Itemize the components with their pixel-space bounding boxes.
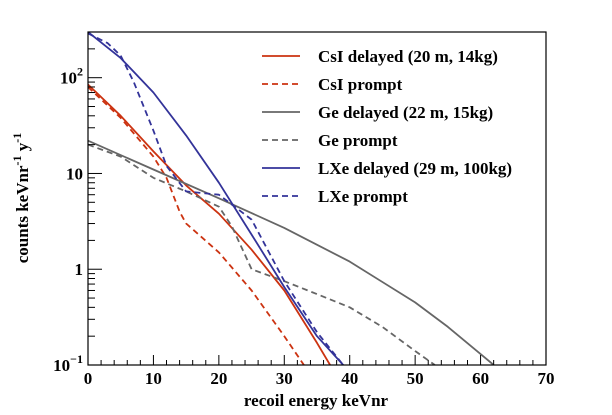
legend: CsI delayed (20 m, 14kg) CsI prompt Ge del… (262, 47, 512, 206)
y-axis-title: counts keVnr-1 y-1 (10, 133, 32, 264)
y-tick-label: 10−1 (53, 352, 83, 375)
x-tick-label: 60 (472, 369, 489, 388)
x-tick-label: 40 (341, 369, 358, 388)
y-tick-base: 10 (60, 69, 77, 88)
y-tick-exponent: −1 (70, 352, 83, 366)
y-tick-base: 1 (75, 260, 84, 279)
x-tick-label: 10 (145, 369, 162, 388)
y-axis-title-base: counts keVnr (13, 165, 32, 263)
plot-frame (87, 31, 547, 366)
x-tick-label: 30 (276, 369, 293, 388)
legend-label: Ge prompt (318, 131, 398, 150)
series-line-ge-delayed-22-m-15kg (88, 139, 495, 365)
legend-label: Ge delayed (22 m, 15kg) (318, 103, 493, 122)
series-line-lxe-delayed-29-m-100kg (88, 32, 344, 365)
y-tick-base: 10 (66, 164, 83, 183)
series-line-lxe-prompt (88, 32, 344, 365)
series-layer (88, 32, 495, 365)
y-tick-label: 1 (75, 260, 84, 279)
series-line-csi-delayed-20-m-14kg (88, 83, 331, 365)
series-line-ge-prompt (88, 143, 436, 365)
x-axis-title: recoil energy keVnr (244, 391, 389, 410)
y-tick-label: 10 (66, 164, 83, 183)
y-axis-title-mid: y (13, 142, 32, 155)
legend-label: CsI delayed (20 m, 14kg) (318, 47, 498, 66)
x-tick-label: 50 (407, 369, 424, 388)
series-line-csi-prompt (88, 86, 305, 365)
legend-label: CsI prompt (318, 75, 403, 94)
x-tick-label: 20 (210, 369, 227, 388)
x-tick-label: 70 (538, 369, 555, 388)
y-axis-title-sup-2: -1 (10, 133, 24, 143)
y-tick-base: 10 (53, 356, 70, 375)
legend-label: LXe delayed (29 m, 100kg) (318, 159, 512, 178)
y-axis-title-sup-1: -1 (10, 155, 24, 165)
y-tick-exponent: 2 (77, 65, 83, 79)
legend-label: LXe prompt (318, 187, 408, 206)
y-tick-label: 102 (60, 65, 83, 88)
x-tick-label: 0 (84, 369, 93, 388)
x-axis: 0 10 20 30 40 50 60 70 (84, 355, 555, 388)
